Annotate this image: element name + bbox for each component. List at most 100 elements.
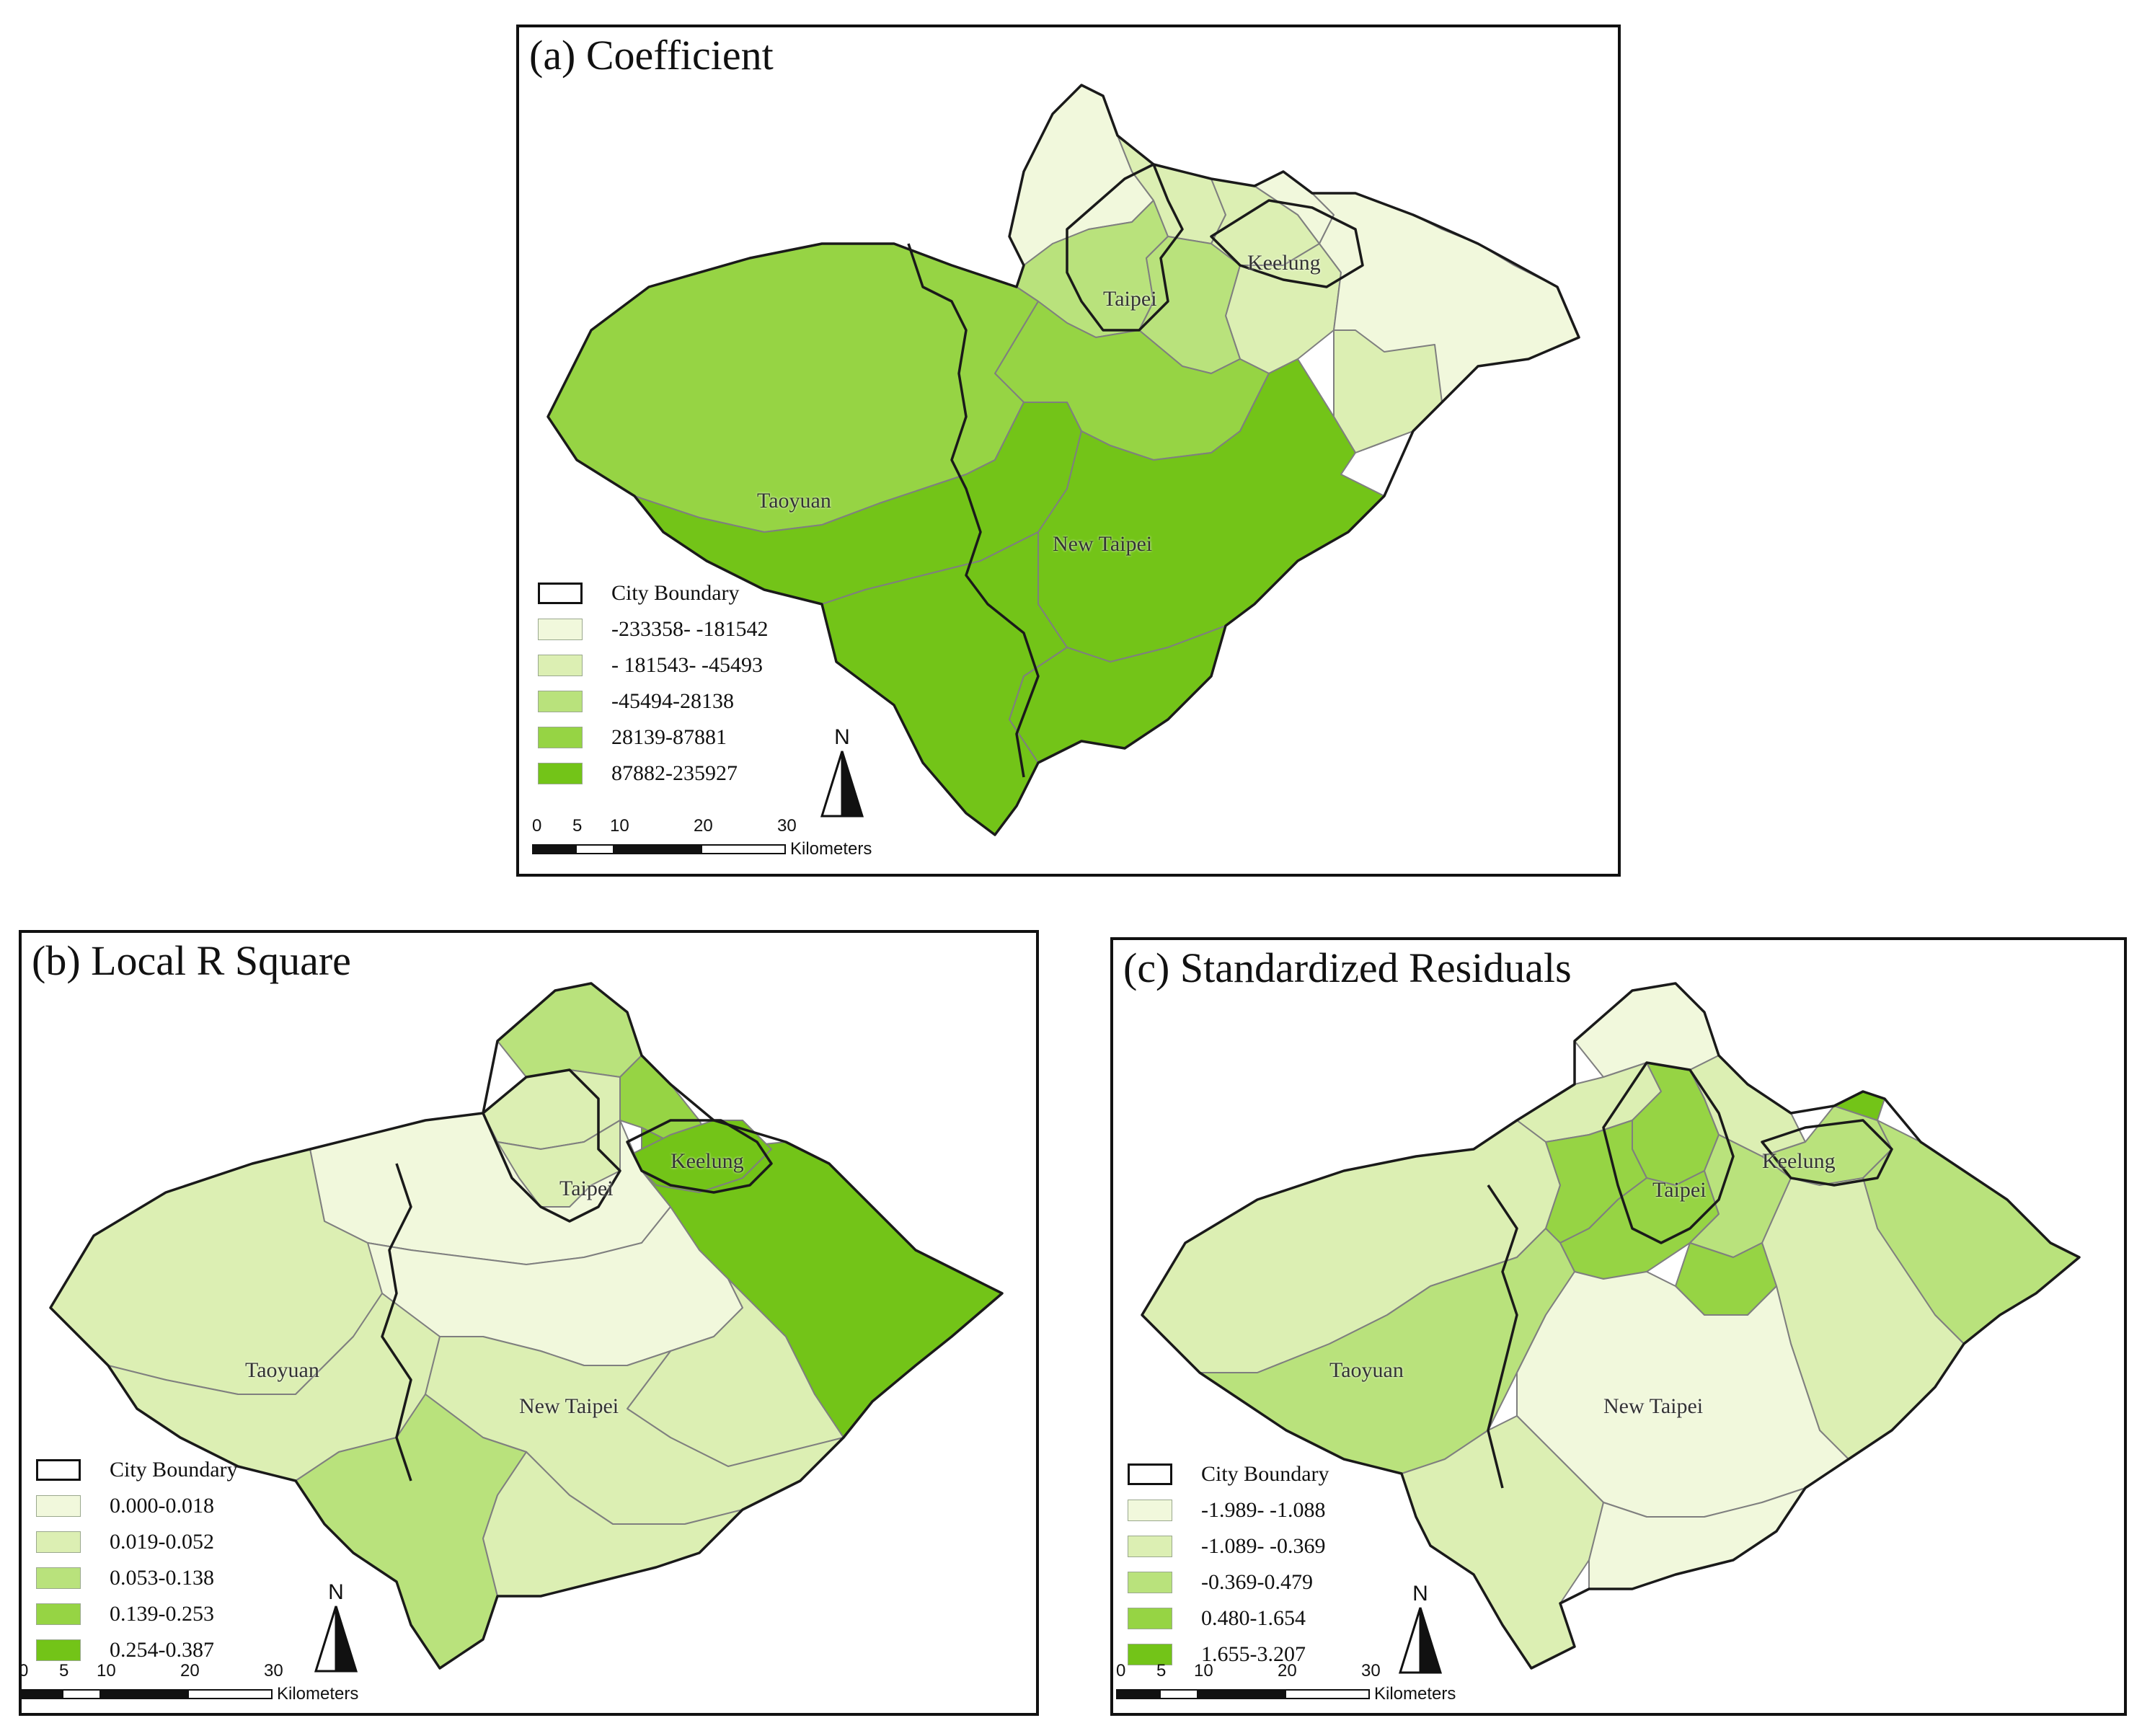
outer-boundary: [1141, 982, 2081, 1670]
outer-boundary: [546, 84, 1580, 836]
scale-bar: 0 5 10 20 30 Kilometers: [532, 816, 872, 859]
city-label-taoyuan: Taoyuan: [245, 1358, 319, 1382]
legend-label: 1.655-3.207: [1201, 1642, 1306, 1666]
map-legend: City Boundary -233358- -181542 - 181543-…: [538, 575, 768, 792]
north-label: N: [1412, 1582, 1428, 1606]
map-coefficient: [546, 84, 1580, 836]
scale-tick: 5: [572, 816, 583, 836]
scale-tick: 20: [180, 1661, 200, 1680]
city-boundary: [381, 1163, 412, 1482]
map-local-r-square: [49, 982, 1004, 1670]
city-boundary-keelung: [626, 1119, 773, 1194]
scale-tick: 0: [532, 816, 542, 836]
legend-label: 0.480-1.654: [1201, 1606, 1306, 1630]
district-region: [627, 1120, 772, 1193]
legend-label-boundary: City Boundary: [611, 581, 740, 605]
map-panel-standardized-residuals: (c) Standardized Residuals Keelung Taipe…: [1110, 937, 2127, 1716]
scale-bar: 0 5 10 20 30 Kilometers: [19, 1661, 359, 1704]
scale-tick: 5: [59, 1661, 69, 1680]
panel-title: (c) Standardized Residuals: [1123, 944, 1572, 991]
panel-title: (a) Coefficient: [529, 32, 774, 79]
legend-label: -45494-28138: [611, 689, 734, 713]
legend-label: 0.254-0.387: [110, 1638, 214, 1662]
city-label-taoyuan: Taoyuan: [757, 489, 831, 513]
scale-tick: 30: [777, 816, 797, 836]
legend-swatch: [36, 1567, 81, 1589]
north-label: N: [328, 1580, 344, 1604]
map-legend: City Boundary -1.989- -1.088 -1.089- -0.…: [1128, 1456, 1329, 1673]
north-arrow: N: [1398, 1582, 1443, 1679]
legend-label: 87882-235927: [611, 761, 738, 785]
scale-tick: 5: [1156, 1661, 1167, 1680]
city-label-keelung: Keelung: [1247, 251, 1321, 275]
scale-tick: 20: [1278, 1661, 1297, 1680]
legend-swatch-boundary: [1128, 1463, 1172, 1485]
legend-swatch-boundary: [36, 1459, 81, 1481]
scale-tick: 10: [1194, 1661, 1213, 1680]
legend-label-boundary: City Boundary: [1201, 1462, 1329, 1486]
north-arrow-icon: [820, 750, 864, 818]
district-region: [497, 983, 642, 1078]
north-arrow: N: [820, 725, 864, 823]
district-region: [497, 1120, 621, 1208]
legend-label: 0.019-0.052: [110, 1530, 214, 1554]
map-panel-coefficient: (a) Coefficient Keelung Taipei Taoyuan N…: [516, 25, 1621, 877]
legend-swatch: [1128, 1536, 1172, 1557]
city-label-keelung: Keelung: [671, 1149, 744, 1173]
legend-swatch: [36, 1495, 81, 1517]
legend-swatch: [1128, 1608, 1172, 1629]
city-label-keelung: Keelung: [1762, 1149, 1836, 1173]
city-label-taipei: Taipei: [1103, 287, 1157, 311]
city-label-taipei: Taipei: [1652, 1178, 1707, 1202]
city-label-taoyuan: Taoyuan: [1329, 1358, 1404, 1382]
city-boundary-keelung: [1761, 1119, 1893, 1187]
north-arrow: N: [314, 1580, 358, 1678]
north-arrow-icon: [314, 1606, 358, 1673]
scale-tick: 0: [19, 1661, 29, 1680]
north-arrow-icon: [1398, 1607, 1443, 1674]
city-boundary: [907, 243, 1040, 778]
legend-swatch: [538, 691, 583, 712]
scale-tick: 30: [1361, 1661, 1381, 1680]
legend-label: 28139-87881: [611, 725, 727, 749]
legend-swatch: [538, 655, 583, 676]
legend-swatch: [538, 763, 583, 784]
scale-unit: Kilometers: [790, 839, 872, 859]
scale-unit: Kilometers: [1374, 1684, 1456, 1704]
legend-label: 0.053-0.138: [110, 1566, 214, 1590]
legend-swatch: [1128, 1500, 1172, 1521]
city-boundary-taipei: [1602, 1061, 1735, 1244]
city-boundary-taipei: [1066, 163, 1184, 332]
legend-label: 0.139-0.253: [110, 1602, 214, 1626]
scale-unit: Kilometers: [277, 1684, 359, 1704]
legend-label: -233358- -181542: [611, 617, 769, 641]
scale-tick: 0: [1116, 1661, 1126, 1680]
outer-boundary: [49, 982, 1004, 1670]
legend-swatch: [538, 727, 583, 748]
city-label-new-taipei: New Taipei: [1053, 532, 1153, 556]
legend-swatch: [36, 1639, 81, 1661]
legend-swatch-boundary: [538, 583, 583, 604]
city-boundary-keelung: [1210, 199, 1364, 288]
scale-bar: 0 5 10 20 30 Kilometers: [1116, 1661, 1456, 1704]
legend-swatch: [1128, 1644, 1172, 1665]
legend-label-boundary: City Boundary: [110, 1458, 238, 1482]
legend-label: -1.989- -1.088: [1201, 1498, 1326, 1522]
panel-title: (b) Local R Square: [32, 937, 351, 984]
legend-label: - 181543- -45493: [611, 653, 763, 677]
legend-swatch: [36, 1531, 81, 1553]
legend-label: 0.000-0.018: [110, 1494, 214, 1518]
city-label-taipei: Taipei: [559, 1177, 614, 1200]
scale-tick: 10: [97, 1661, 116, 1680]
legend-label: -0.369-0.479: [1201, 1570, 1313, 1594]
city-label-new-taipei: New Taipei: [519, 1394, 619, 1418]
city-boundary: [1487, 1184, 1518, 1489]
scale-tick: 30: [264, 1661, 283, 1680]
legend-swatch: [36, 1603, 81, 1625]
legend-swatch: [1128, 1572, 1172, 1593]
city-label-new-taipei: New Taipei: [1603, 1394, 1704, 1418]
city-boundary-taipei: [482, 1068, 621, 1223]
map-panel-local-r-square: (b) Local R Square Keelung Taipei Taoyua…: [19, 930, 1039, 1716]
map-legend: City Boundary 0.000-0.018 0.019-0.052 0.…: [36, 1452, 238, 1668]
legend-swatch: [538, 619, 583, 640]
